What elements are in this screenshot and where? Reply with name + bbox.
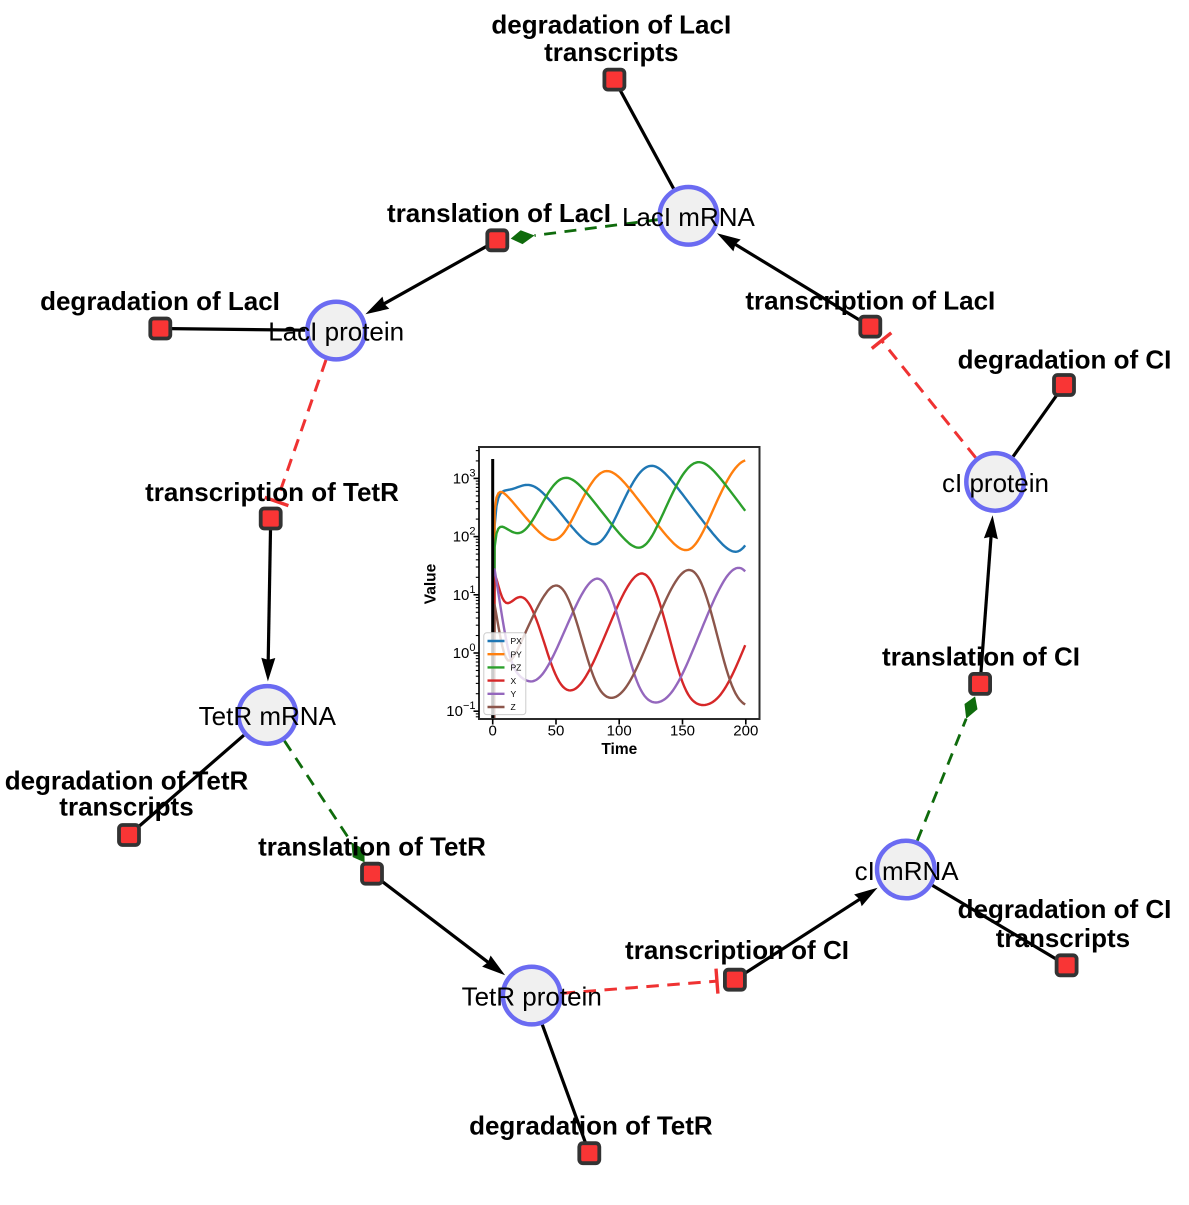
svg-text:degradation of CI: degradation of CI bbox=[958, 345, 1172, 375]
svg-text:100: 100 bbox=[607, 723, 632, 740]
svg-text:TetR mRNA: TetR mRNA bbox=[199, 701, 337, 731]
svg-text:TetR protein: TetR protein bbox=[462, 982, 602, 1012]
svg-text:cI protein: cI protein bbox=[942, 468, 1049, 498]
svg-text:Time: Time bbox=[601, 741, 637, 758]
svg-text:Value: Value bbox=[423, 563, 440, 604]
svg-text:degradation of TetR: degradation of TetR bbox=[5, 766, 249, 796]
svg-text:Y: Y bbox=[511, 689, 517, 699]
svg-text:degradation of TetR: degradation of TetR bbox=[469, 1111, 713, 1141]
svg-text:0: 0 bbox=[489, 723, 497, 740]
svg-text:translation of LacI: translation of LacI bbox=[387, 198, 611, 228]
svg-text:Z: Z bbox=[511, 702, 516, 712]
svg-text:degradation of LacI: degradation of LacI bbox=[40, 286, 280, 316]
svg-text:transcripts: transcripts bbox=[59, 792, 193, 822]
svg-text:PX: PX bbox=[511, 636, 523, 646]
svg-text:LacI mRNA: LacI mRNA bbox=[622, 202, 756, 232]
svg-text:translation of CI: translation of CI bbox=[882, 642, 1080, 672]
svg-text:transcription of TetR: transcription of TetR bbox=[145, 477, 399, 507]
svg-text:translation of TetR: translation of TetR bbox=[258, 832, 486, 862]
svg-text:50: 50 bbox=[548, 723, 565, 740]
svg-text:PY: PY bbox=[511, 649, 523, 659]
svg-text:PZ: PZ bbox=[511, 663, 522, 673]
svg-text:transcripts: transcripts bbox=[996, 923, 1130, 953]
svg-text:transcription of CI: transcription of CI bbox=[625, 935, 849, 965]
svg-text:LacI protein: LacI protein bbox=[268, 317, 404, 347]
svg-text:X: X bbox=[511, 676, 517, 686]
svg-text:150: 150 bbox=[670, 723, 695, 740]
svg-text:degradation of LacI: degradation of LacI bbox=[491, 10, 731, 40]
svg-text:cI mRNA: cI mRNA bbox=[855, 856, 960, 886]
svg-text:transcription of LacI: transcription of LacI bbox=[745, 286, 995, 316]
svg-text:transcripts: transcripts bbox=[544, 37, 678, 67]
svg-text:200: 200 bbox=[733, 723, 758, 740]
svg-text:degradation of CI: degradation of CI bbox=[958, 894, 1172, 924]
